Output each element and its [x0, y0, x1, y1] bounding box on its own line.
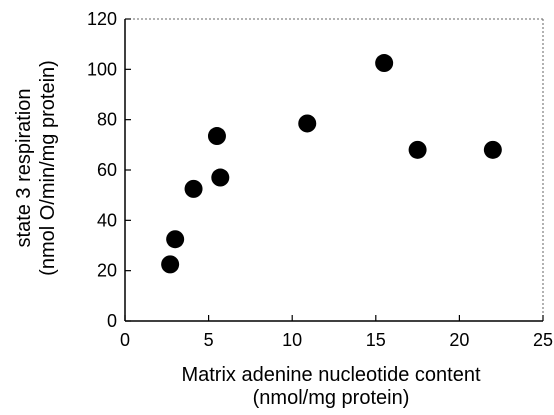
x-tick-label: 25	[533, 330, 553, 350]
data-point	[211, 168, 230, 187]
x-tick-label: 10	[282, 330, 302, 350]
plot-frame	[124, 18, 544, 322]
data-point	[483, 140, 502, 159]
x-axis-title-line1: Matrix adenine nucleotide content	[181, 364, 481, 386]
y-tick-label: 20	[97, 261, 117, 281]
x-tick-label: 15	[366, 330, 386, 350]
y-tick-label: 120	[87, 9, 117, 29]
data-point	[375, 54, 394, 73]
y-tick-label: 40	[97, 210, 117, 230]
data-points	[161, 54, 502, 274]
data-point	[166, 230, 185, 249]
data-point	[184, 179, 203, 198]
x-axis-title-line2: (nmol/mg protein)	[253, 387, 410, 409]
x-tick-label: 20	[449, 330, 469, 350]
data-point	[408, 140, 427, 159]
y-axis-title-line1: state 3 respiration	[13, 89, 35, 248]
x-tick-label: 5	[204, 330, 214, 350]
data-point	[207, 127, 226, 146]
y-axis: 0 20 40 60 80 100 120	[87, 9, 131, 331]
data-point	[161, 255, 180, 274]
y-tick-label: 0	[107, 311, 117, 331]
x-tick-label: 0	[120, 330, 130, 350]
y-axis-title-line2: (nmol O/min/mg protein)	[37, 60, 59, 276]
y-tick-label: 80	[97, 110, 117, 130]
data-point	[298, 114, 317, 133]
y-tick-label: 100	[87, 59, 117, 79]
y-tick-label: 60	[97, 160, 117, 180]
x-axis: 0 5 10 15 20 25	[120, 315, 553, 350]
